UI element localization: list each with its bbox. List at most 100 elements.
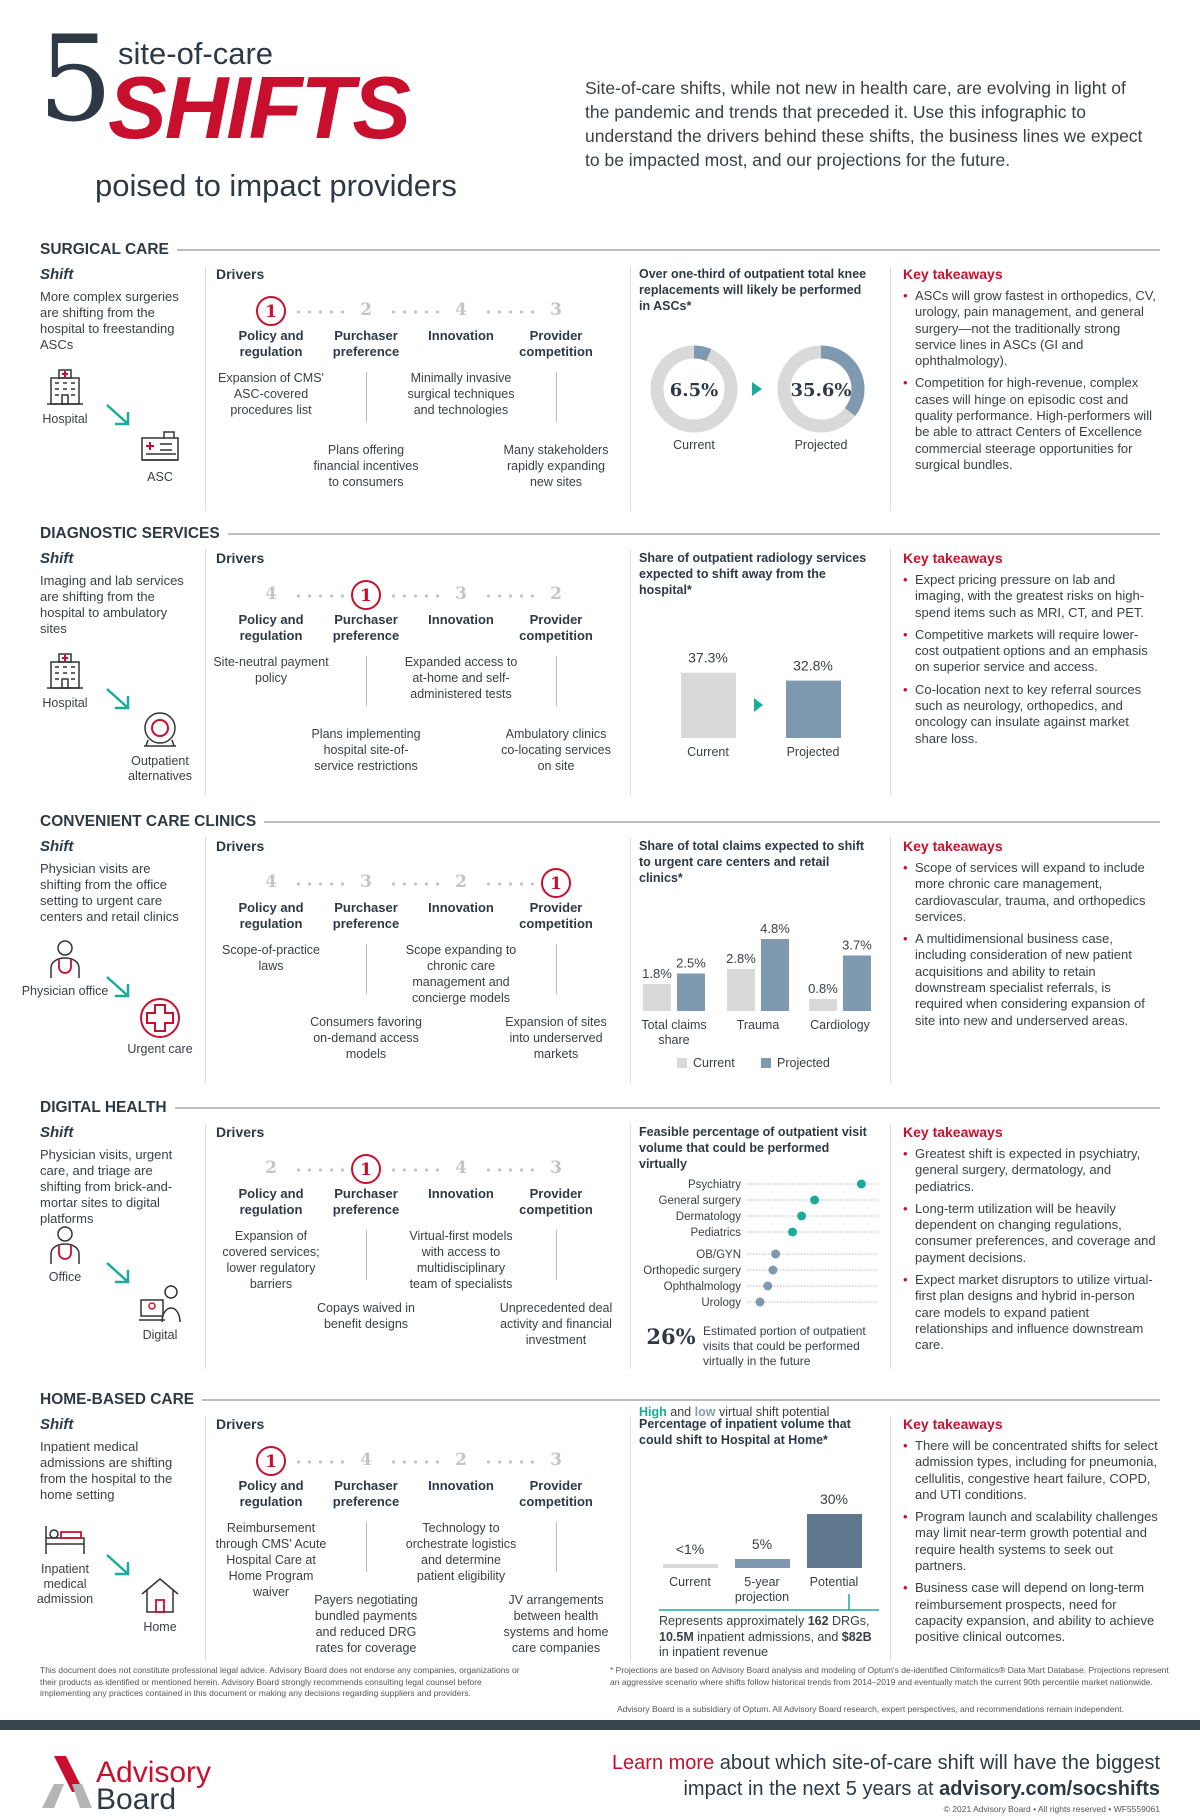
driver-description: Virtual-first models with access to mult… <box>409 1229 513 1291</box>
urgent-care-cross-icon <box>140 998 180 1038</box>
shift-column: Shift Physician visits are shifting from … <box>22 838 200 1083</box>
dot-legend: High and low virtual shift potential <box>639 1405 875 1419</box>
driver-rank: 2 <box>455 872 467 892</box>
driver-rank: 3 <box>550 300 562 320</box>
section-rule <box>176 249 1160 251</box>
donut-segment <box>777 345 865 433</box>
svg-text:Advisory: Advisory <box>96 1756 211 1789</box>
note-text: inpatient admissions, and <box>693 1629 842 1644</box>
bar <box>677 973 705 1011</box>
dot-point <box>797 1211 807 1221</box>
bar-value: 4.8% <box>760 921 790 936</box>
driver-divider <box>366 656 367 706</box>
from-label: Office <box>48 1270 82 1284</box>
note-text: DRGs, <box>828 1614 870 1628</box>
category-label: Ophthalmology <box>664 1281 742 1293</box>
to-site: Home <box>115 1574 205 1635</box>
chart-title: Percentage of inpatient volume that coul… <box>639 1417 851 1447</box>
to-site: ASC <box>115 424 205 485</box>
bar-value: 32.8% <box>793 658 833 674</box>
chart: 6.5% Current 35.6% Projected <box>650 345 865 452</box>
takeaway-item: Expect pricing pressure on lab and imagi… <box>903 572 1160 621</box>
drivers-heading: Drivers <box>216 838 265 854</box>
physician-icon <box>50 1226 80 1264</box>
driver-description: Site-neutral payment policy <box>213 655 329 685</box>
bar <box>786 680 841 738</box>
takeaways-list: ASCs will grow fastest in orthopedics, C… <box>903 288 1160 473</box>
donut-label: Current <box>673 438 715 452</box>
bar-value: 2.5% <box>676 956 706 971</box>
driver-description: Scope-of-practice laws <box>222 943 320 973</box>
driver-rank: 4 <box>265 872 277 892</box>
bar-value: 3.7% <box>842 938 872 953</box>
footnote: * Projections are based on Advisory Boar… <box>610 1665 1169 1687</box>
driver-description: Expansion of sites into underserved mark… <box>505 1015 607 1061</box>
bar <box>727 969 755 1011</box>
section-rule <box>202 1399 1160 1401</box>
rank-connector <box>293 882 348 886</box>
arrow-down-right-icon <box>106 1554 130 1576</box>
driver-rank: 3 <box>550 1450 562 1470</box>
shift-description: Physician visits are shifting from the o… <box>40 861 179 924</box>
intro-paragraph: Site-of-care shifts, while not new in he… <box>585 78 1143 170</box>
donut-value: 6.5% <box>670 380 718 401</box>
takeaways-column: Key takeaways ASCs will grow fastest in o… <box>890 266 1160 511</box>
drivers-heading: Drivers <box>216 1416 265 1432</box>
takeaway-item: A multidimensional business case, includ… <box>903 931 1160 1029</box>
section-rule <box>174 1107 1160 1109</box>
driver-divider <box>366 372 367 422</box>
shift-heading: Shift <box>40 266 74 283</box>
hospital-bed-icon <box>45 1526 85 1554</box>
takeaways-column: Key takeaways There will be concentrated … <box>890 1416 1160 1661</box>
driver-description: JV arrangements between health systems a… <box>503 1593 609 1655</box>
dot-point <box>788 1227 797 1237</box>
category-label: OB/GYN <box>696 1249 741 1261</box>
dot-point <box>763 1281 773 1291</box>
bar-label: Projected <box>787 745 840 759</box>
driver-divider <box>366 1522 367 1572</box>
driver-description: Minimally invasive surgical techniques a… <box>407 371 515 417</box>
driver-description: Reimbursement through CMS' Acute Hospita… <box>215 1521 327 1599</box>
section-title: CONVENIENT CARE CLINICS <box>40 813 257 830</box>
cta-link[interactable]: advisory.com/socshifts <box>939 1778 1160 1800</box>
takeaway-item: Co-location next to key referral sources… <box>903 682 1160 747</box>
to-label: Digital <box>142 1328 178 1342</box>
chart: 1.8% 2.5% Total claims share 2.8% 4.8% Trauma 0… <box>641 921 872 1070</box>
cta-learn-more[interactable]: Learn more <box>611 1752 715 1774</box>
from-site: Inpatient medical admission <box>20 1516 110 1607</box>
from-site: Physician office <box>20 938 110 999</box>
shift-column: Shift Physician visits, urgent care, and … <box>40 1124 200 1369</box>
driver-label: Innovation <box>428 1478 494 1493</box>
note-figure: 10.5M <box>659 1629 694 1644</box>
takeaway-item: Program launch and scalability challenge… <box>903 1509 1160 1574</box>
donut-segment <box>650 345 738 433</box>
shift-column: Shift More complex surgeries are shifting… <box>40 266 200 511</box>
takeaways-heading: Key takeaways <box>903 1124 1003 1140</box>
bar-value: 37.3% <box>688 650 728 666</box>
shift-description: Physician visits, urgent care, and triag… <box>40 1147 173 1226</box>
from-label: Hospital <box>42 412 88 426</box>
stat-description: Estimated portion of outpatient visits t… <box>703 1324 866 1368</box>
home-icon <box>141 1578 179 1613</box>
takeaway-item: There will be concentrated shifts for se… <box>903 1438 1160 1503</box>
hero-title: SHIFTS <box>108 58 411 157</box>
dot-point <box>771 1249 781 1259</box>
driver-divider <box>556 372 557 422</box>
driver-description: Many stakeholders rapidly expanding new … <box>503 443 609 489</box>
rank-connector <box>293 1460 348 1464</box>
category-label: Urology <box>701 1297 741 1309</box>
takeaway-item: Competitive markets will require lower-c… <box>903 627 1160 676</box>
arrow-right-icon <box>754 698 763 712</box>
chart: 37.3% Current 32.8% Projected <box>681 650 841 759</box>
section-header: DIAGNOSTIC SERVICES <box>40 524 1160 544</box>
note-figure: 162 <box>807 1614 829 1628</box>
to-site: Digital <box>115 1282 205 1343</box>
shift-description: Imaging and lab services are shifting fr… <box>40 573 184 636</box>
logo-mark-icon: Advisory Board <box>42 1756 211 1816</box>
takeaways-column: Key takeaways Expect pricing pressure on … <box>890 550 1160 795</box>
donut-value: 35.6% <box>791 380 852 401</box>
advisory-board-logo[interactable]: Advisory Board <box>40 1752 240 1816</box>
category-label: Cardiology <box>810 1018 871 1032</box>
driver-description: Scope expanding to chronic care manageme… <box>405 943 517 1005</box>
driver-label: Purchaser preference <box>332 1186 400 1217</box>
